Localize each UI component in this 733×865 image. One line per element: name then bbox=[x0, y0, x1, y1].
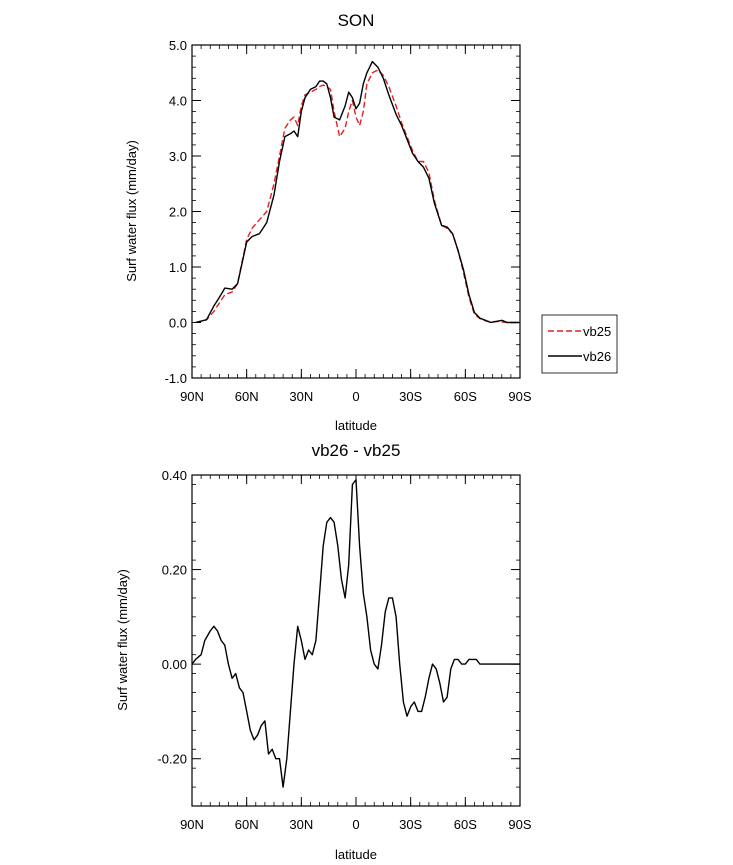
y-axis-label: Surf water flux (mm/day) bbox=[115, 569, 130, 711]
x-tick-label: 30S bbox=[399, 389, 422, 404]
series-line-vb25 bbox=[195, 69, 520, 324]
y-tick-label: 0.00 bbox=[162, 657, 187, 672]
chart-panel-son: SON 90N 60N 30N 0 30S 60S 90S -1.0 0.0 1.0 2.0 3.0 4… bbox=[124, 11, 618, 433]
legend-label-vb26: vb26 bbox=[583, 349, 611, 364]
x-tick-label: 30N bbox=[289, 817, 313, 832]
x-tick-label: 90S bbox=[508, 817, 531, 832]
chart-panel-difference: vb26 - vb25 90N 60N 30N 0 30S 60S 90S -0.20 0.00… bbox=[115, 441, 532, 862]
y-tick-label: 0.0 bbox=[169, 316, 187, 331]
x-tick-label: 90N bbox=[180, 817, 204, 832]
series-line-vb26 bbox=[195, 60, 520, 324]
x-tick-label: 60N bbox=[235, 389, 259, 404]
y-tick-label: -0.20 bbox=[157, 752, 187, 767]
x-tick-label: 30S bbox=[399, 817, 422, 832]
y-tick-label: 2.0 bbox=[169, 205, 187, 220]
x-tick-label: 60N bbox=[235, 817, 259, 832]
x-tick-label: 0 bbox=[352, 389, 359, 404]
chart-title: SON bbox=[338, 11, 375, 30]
y-tick-label: 5.0 bbox=[169, 38, 187, 53]
difference-line bbox=[191, 479, 520, 788]
legend-label-vb25: vb25 bbox=[583, 324, 611, 339]
y-axis-label: Surf water flux (mm/day) bbox=[124, 140, 139, 282]
legend-box bbox=[541, 314, 618, 374]
y-tick-label: 0.20 bbox=[162, 563, 187, 578]
y-tick-label: 1.0 bbox=[169, 260, 187, 275]
y-tick-label: 4.0 bbox=[169, 94, 187, 109]
y-tick-label: 0.40 bbox=[162, 468, 187, 483]
y-tick-label: 3.0 bbox=[169, 149, 187, 164]
chart-title: vb26 - vb25 bbox=[312, 441, 401, 460]
x-tick-label: 60S bbox=[454, 389, 477, 404]
x-tick-label: 0 bbox=[352, 817, 359, 832]
x-tick-label: 90N bbox=[180, 389, 204, 404]
y-tick-label: -1.0 bbox=[165, 371, 187, 386]
x-axis-label: latitude bbox=[335, 418, 377, 433]
x-axis-label: latitude bbox=[335, 847, 377, 862]
x-tick-label: 30N bbox=[289, 389, 313, 404]
legend: vb25 vb26 bbox=[541, 314, 618, 374]
x-tick-label: 90S bbox=[508, 389, 531, 404]
x-tick-label: 60S bbox=[454, 817, 477, 832]
